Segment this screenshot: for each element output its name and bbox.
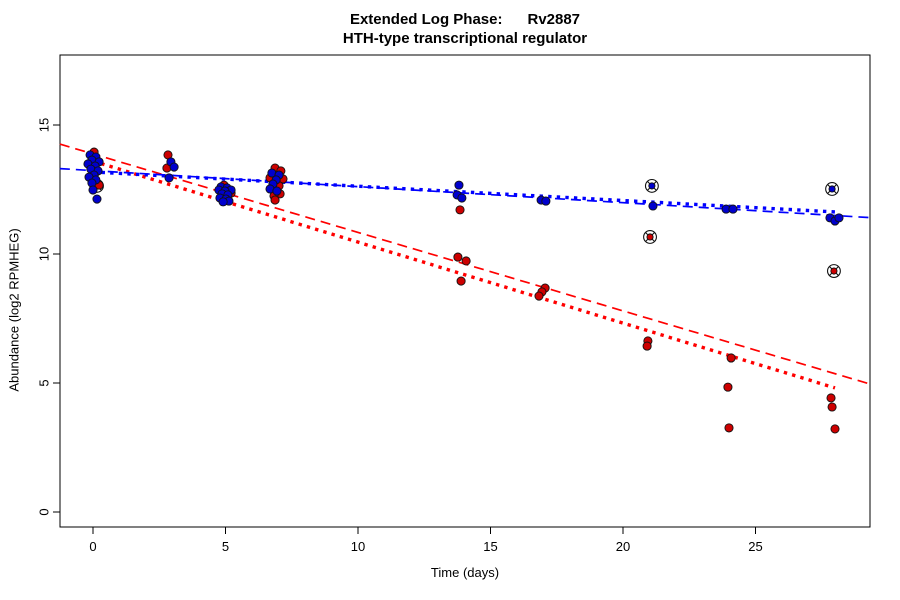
data-point (169, 162, 179, 172)
chart-subtitle: HTH-type transcriptional regulator (342, 30, 588, 47)
x-tick-label: 20 (616, 539, 630, 554)
data-point (88, 185, 98, 195)
x-tick-label: 0 (89, 539, 96, 554)
plot-box (59, 54, 871, 528)
chart-title: Extended Log Phase: Rv2887 (349, 11, 581, 28)
data-point (541, 196, 551, 206)
flagged-data-point (646, 233, 654, 241)
data-point (456, 276, 466, 286)
data-point (728, 204, 738, 214)
y-axis-title: Abundance (log2 RPMHEG) (7, 228, 22, 391)
y-tick-label: 0 (37, 508, 52, 515)
data-point (164, 173, 174, 183)
data-point (723, 382, 733, 392)
data-point (455, 205, 465, 215)
data-point (457, 193, 467, 203)
data-point (454, 180, 464, 190)
data-point (92, 194, 102, 204)
blue-condition-points (83, 150, 844, 226)
data-point (826, 393, 836, 403)
flagged-red (643, 230, 657, 244)
data-point (830, 424, 840, 434)
x-tick-label: 5 (222, 539, 229, 554)
flagged-data-point (828, 185, 836, 193)
data-point (461, 256, 471, 266)
data-point (648, 201, 658, 211)
data-point (726, 353, 736, 363)
data-point (270, 195, 280, 205)
flagged-red (826, 264, 841, 278)
data-point (834, 213, 844, 223)
data-point (534, 291, 544, 301)
x-axis-title: Time (days) (431, 565, 499, 580)
flagged-data-point (830, 267, 838, 275)
y-tick-label: 15 (37, 118, 52, 132)
x-tick-label: 10 (351, 539, 365, 554)
data-point (724, 423, 734, 433)
chart-title-block: Extended Log Phase: Rv2887 HTH-type tran… (30, 10, 900, 48)
data-point (642, 341, 652, 351)
x-tick-label: 25 (748, 539, 762, 554)
data-point (827, 402, 837, 412)
blue-dotted-fit (92, 170, 836, 214)
data-point (453, 252, 463, 262)
flagged-blue (644, 178, 659, 193)
y-axis: 0 5 10 15 Abundance (log2 RPMHEG) (7, 118, 60, 516)
data-point (272, 186, 282, 196)
x-axis: 0 5 10 15 20 25 Time (days) (89, 527, 763, 580)
y-tick-label: 5 (37, 379, 52, 386)
x-tick-label: 15 (483, 539, 497, 554)
y-tick-label: 10 (37, 247, 52, 261)
flagged-data-point (648, 182, 656, 190)
flagged-blue (825, 182, 840, 196)
data-point (218, 197, 228, 207)
